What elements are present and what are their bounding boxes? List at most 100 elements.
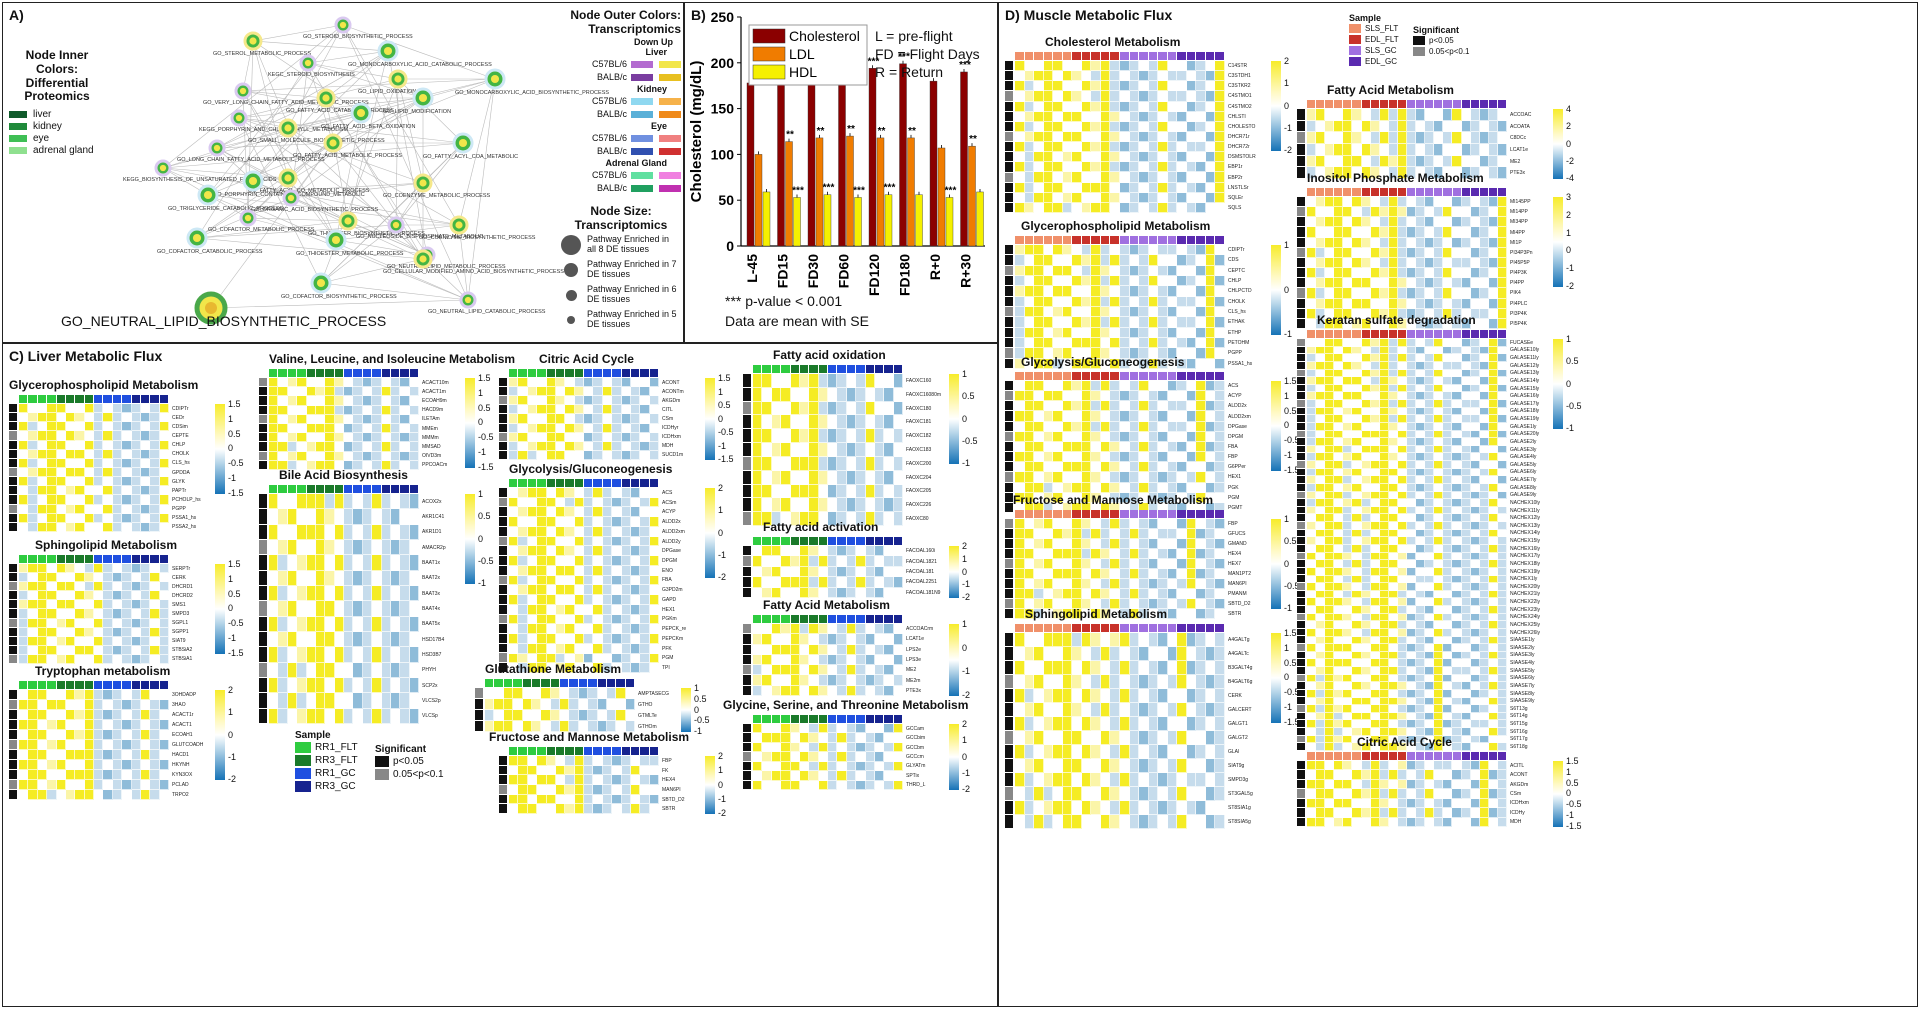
heatmap-cell: [28, 486, 38, 496]
heatmap-cell: [781, 512, 791, 526]
heatmap-cell: [84, 422, 94, 432]
heatmap-cell: [1148, 549, 1159, 559]
heatmap-cell: [1139, 111, 1149, 122]
header-cell: [818, 365, 828, 373]
heatmap-cell: [409, 585, 419, 602]
heatmap-cell: [856, 761, 866, 772]
heatmap-cell: [856, 724, 866, 734]
heatmap-cell: [1158, 317, 1168, 328]
heatmap-cell: [509, 756, 519, 766]
heatmap-cell: [75, 645, 85, 655]
heatmap-cell: [1148, 647, 1159, 661]
header-cell: [781, 715, 791, 723]
heatmap-cell: [150, 504, 160, 514]
heatmap-cell: [1129, 348, 1140, 359]
color-bar: [1271, 245, 1281, 335]
header-cell: [630, 369, 641, 377]
heatmap-cell: [1129, 801, 1140, 815]
header-cell: [1205, 372, 1216, 380]
heatmap-cell: [315, 509, 326, 525]
heatmap-cell: [112, 618, 123, 628]
heatmap-cell: [122, 591, 132, 601]
heatmap-cell: [893, 498, 903, 513]
heatmap-cell: [1139, 689, 1149, 703]
heatmap-cell: [1062, 452, 1073, 463]
color-bar-tick: 2: [1284, 56, 1290, 66]
heatmap-cell: [1352, 144, 1362, 156]
sample-legend-item: RR3_FLT: [295, 754, 475, 767]
heatmap-cell: [1034, 472, 1044, 483]
heatmap-cell: [1129, 61, 1140, 72]
sig-cell: [1005, 131, 1013, 143]
heatmap-cell: [1177, 337, 1187, 349]
sig-cell: [259, 631, 267, 648]
heatmap-cell: [1015, 401, 1025, 412]
header-cell: [1434, 188, 1444, 196]
heatmap-cell: [1129, 202, 1140, 213]
heatmap-cell: [518, 432, 528, 442]
heatmap-cell: [1120, 519, 1130, 529]
heatmap-cell: [75, 618, 85, 628]
heatmap-cell: [809, 761, 819, 772]
heatmap-cell: [621, 765, 631, 776]
heatmap-cell: [94, 760, 104, 770]
heatmap-cell: [1091, 142, 1101, 153]
color-bar-tick: -2: [1566, 155, 1575, 166]
heatmap-cell: [1205, 559, 1216, 569]
header-cell: [1053, 236, 1063, 244]
sig-cell: [1005, 391, 1013, 402]
heatmap-cell: [612, 624, 622, 635]
heatmap-cell: [593, 585, 603, 596]
heatmap-cell: [550, 721, 560, 732]
heatmap-cell: [1081, 492, 1092, 503]
heatmap-cell: [790, 742, 800, 753]
heatmap-cell: [1196, 381, 1206, 392]
heatmap-cell: [584, 804, 594, 814]
heatmap-cell: [47, 431, 57, 441]
heatmap-cell: [509, 565, 519, 576]
header-cell: [1062, 236, 1073, 244]
heatmap-cell: [1215, 703, 1225, 717]
heatmap-cell: [353, 693, 363, 709]
heatmap-cell: [1177, 275, 1187, 287]
row-label: ACOX2x: [422, 498, 442, 505]
sig-cell: [499, 804, 507, 815]
heatmap-cell: [103, 449, 113, 459]
header-cell: [555, 369, 566, 377]
header-cell: [781, 365, 791, 373]
heatmap-cell: [546, 785, 556, 795]
heatmap-cell: [1091, 71, 1101, 82]
heatmap-cell: [94, 422, 104, 432]
heatmap-cell: [593, 794, 603, 805]
heatmap-cell: [315, 423, 326, 434]
heatmap-cell: [560, 699, 570, 710]
network-node: GO_NUCLEOSIDE_BISPHOSPHATE_METABOLIC: [356, 216, 483, 240]
heatmap-cell: [1072, 815, 1082, 829]
heatmap-cell: [865, 498, 875, 513]
heatmap-cell: [75, 582, 85, 592]
heatmap-cell: [278, 631, 288, 648]
header-cell: [75, 681, 85, 689]
heatmap-cell: [1120, 801, 1130, 815]
heatmap-sample-header: [19, 681, 169, 689]
heatmap-cell: [409, 442, 419, 452]
heatmap-cell: [1139, 421, 1149, 432]
heatmap-cell: [306, 414, 316, 424]
heatmap-cell: [1043, 71, 1054, 82]
sig-cell: [499, 775, 507, 786]
down-swatch: [631, 184, 653, 192]
color-bar-tick: 0: [1284, 100, 1290, 111]
heatmap-cell: [1081, 317, 1092, 328]
heatmap-cell: [390, 433, 401, 443]
heatmap-cell: [131, 573, 141, 583]
heatmap-cell: [84, 720, 94, 730]
heatmap-cell: [1139, 745, 1149, 759]
heatmap-cell: [1110, 745, 1120, 759]
heatmap-cell: [1081, 529, 1092, 539]
heatmap-cell: [874, 644, 885, 655]
row-label: 3HAO: [172, 702, 186, 708]
heatmap-cell: [1053, 633, 1063, 647]
row-label: SMPD3g: [1228, 777, 1249, 783]
heatmap-cell: [537, 488, 547, 498]
